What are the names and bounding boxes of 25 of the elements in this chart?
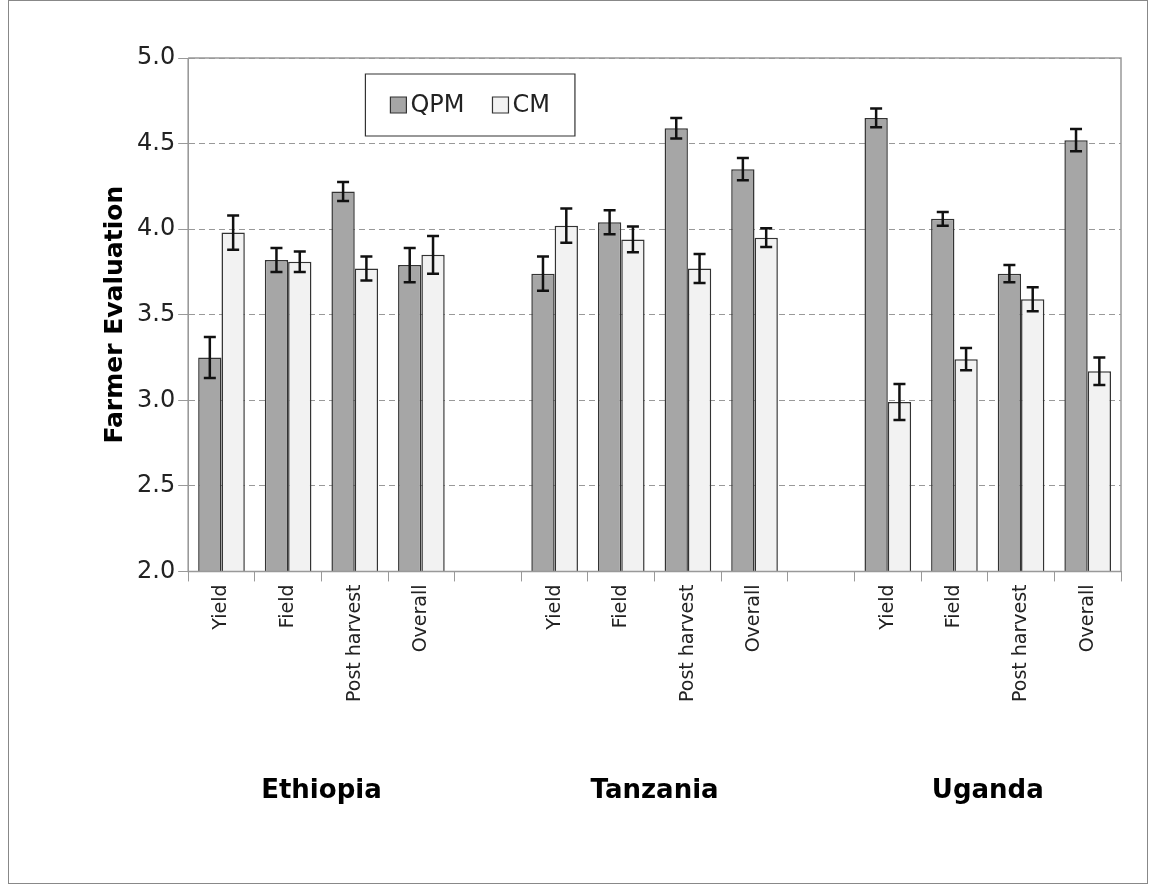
legend-label: QPM [410,90,465,119]
y-tick-label: 2.0 [137,555,176,584]
y-tick-label: 5.0 [137,42,176,71]
x-tick-label: Field [275,584,298,629]
legend-label: CM [512,90,550,119]
x-tick-label: Post harvest [674,584,697,703]
x-tick-label: Yield [208,584,231,631]
x-tick-label: Overall [1074,584,1097,653]
x-tick-label: Yield [874,584,897,631]
text: Ethiopia [261,774,382,804]
y-axis-title: Farmer Evaluation [98,185,128,444]
text: Uganda [931,774,1044,804]
y-tick-label: 3.5 [137,298,176,327]
x-tick-label: Post harvest [341,584,364,703]
x-tick-label: Post harvest [1007,584,1030,703]
y-tick-label: 2.5 [137,470,176,499]
y-tick-label: 4.0 [137,213,176,242]
x-tick-label: Field [608,584,631,629]
x-tick-label: Field [941,584,964,629]
x-tick-label: Overall [408,584,431,653]
x-tick-label: Yield [541,584,564,631]
x-tick-label: Overall [741,584,764,653]
text: Tanzania [590,774,719,804]
y-tick-label: 3.0 [137,384,176,413]
y-tick-label: 4.5 [137,127,176,156]
